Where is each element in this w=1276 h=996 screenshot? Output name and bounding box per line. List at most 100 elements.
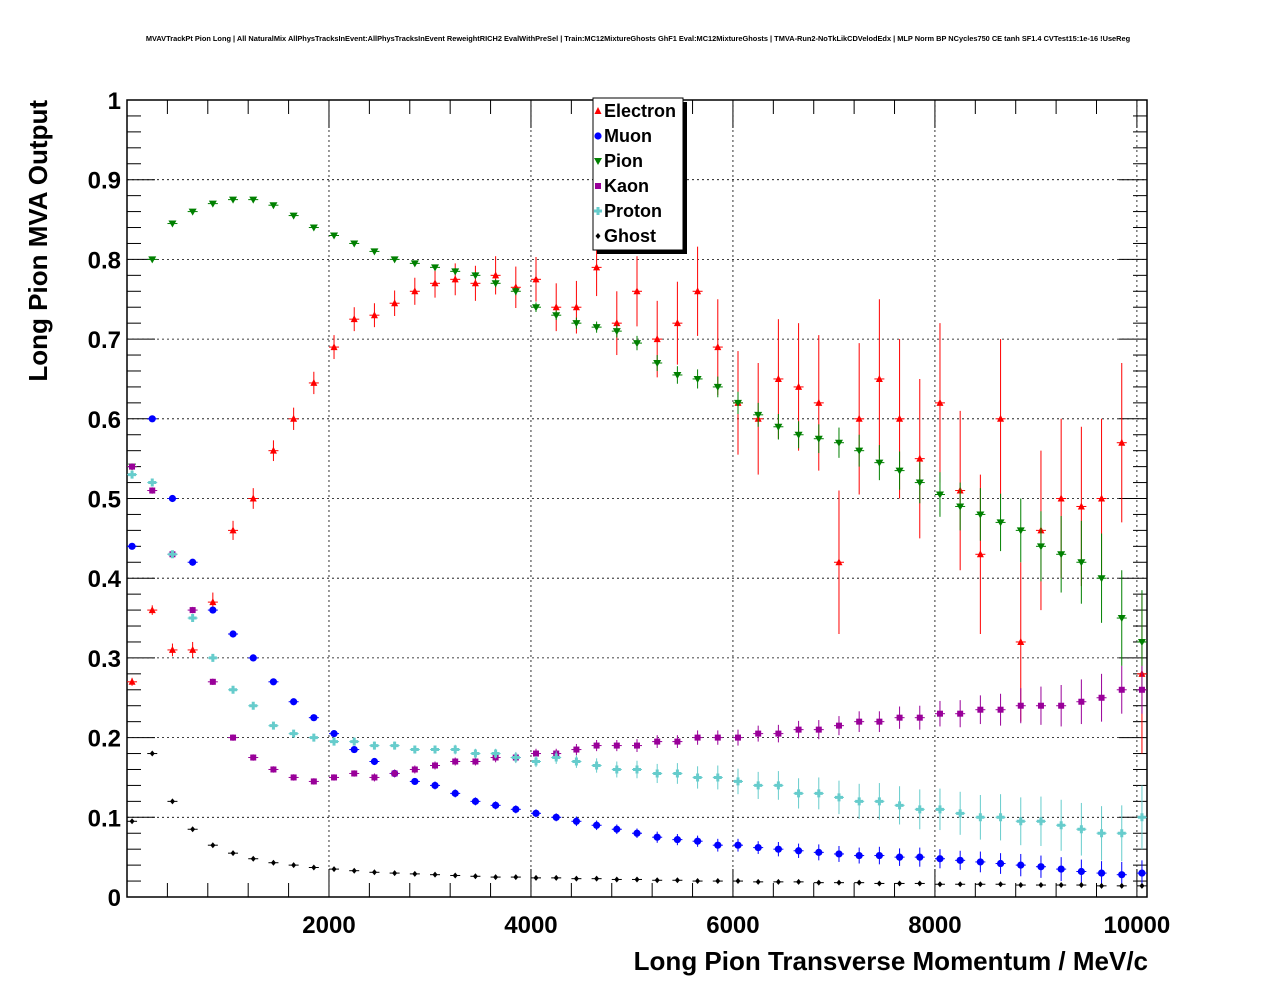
data-point [451,789,459,797]
data-point [1099,882,1105,889]
data-point [390,256,399,264]
data-point [1037,863,1045,871]
data-point [573,746,580,753]
data-point [249,494,257,502]
legend-marker-pion [594,158,602,165]
x-tick-label: 10000 [1104,912,1171,939]
legend-label-kaon: Kaon [604,176,649,196]
data-point [654,877,660,884]
data-point [937,881,943,888]
data-point [593,263,601,271]
data-point [856,718,863,725]
data-point [834,439,843,447]
data-point [633,829,641,837]
data-point [350,240,359,248]
data-point [935,805,944,814]
x-tick-label: 2000 [302,912,355,939]
data-point [856,879,862,886]
data-point [855,797,864,806]
data-point [189,645,197,653]
data-point [694,287,702,295]
data-point [270,859,276,866]
data-point [230,850,236,857]
data-point [168,494,177,503]
data-point [129,818,135,825]
data-point [714,734,721,741]
data-point [997,706,1004,713]
data-point [270,766,277,773]
series-ghost [127,750,1147,889]
data-point [532,809,540,817]
data-point [269,202,278,210]
legend-label-muon: Muon [604,126,652,146]
data-point [796,878,802,885]
data-point [229,196,238,204]
data-point [309,224,318,232]
y-tick-label: 0.9 [88,168,121,195]
data-point [915,479,924,487]
data-point [269,446,277,454]
data-point [653,360,662,368]
y-axis-title: Long Pion MVA Output [23,100,53,382]
data-point [855,447,864,455]
data-point [491,749,500,758]
data-point [511,288,520,296]
data-point [1137,813,1146,822]
data-point [754,411,763,419]
data-point [1077,502,1085,510]
legend-label-proton: Proton [604,201,662,221]
data-point [733,777,742,786]
data-point [532,757,541,766]
data-point [552,753,561,762]
data-point [471,797,480,805]
data-point [836,879,842,886]
data-point [208,653,217,662]
data-point [755,878,761,885]
data-point [411,287,419,295]
data-point [370,757,379,766]
data-point [795,726,802,733]
data-point [613,742,620,749]
data-point [1097,829,1106,838]
data-point [432,871,438,878]
data-point [714,841,722,849]
data-point [936,398,944,406]
data-point [552,813,560,821]
legend-box [592,97,684,251]
data-point [592,761,601,770]
y-tick-label: 0.7 [88,327,121,354]
data-point [794,847,803,855]
data-point [1016,817,1025,826]
data-point [695,878,701,885]
data-point [614,876,620,883]
data-point [1117,615,1126,623]
data-point [916,853,924,861]
data-point [411,777,419,786]
data-point [1078,698,1085,705]
data-point [815,726,822,733]
data-point [290,414,298,422]
data-point [1058,882,1064,889]
data-point [148,478,157,487]
data-point [230,734,237,741]
data-point [775,730,782,737]
data-point [412,870,418,877]
data-point [188,614,197,623]
data-point [572,757,581,766]
data-point [734,734,741,741]
data-point [169,798,175,805]
data-point [311,864,317,871]
data-point [291,862,297,869]
data-point [875,374,883,382]
data-point [129,463,136,470]
data-point [1057,865,1065,873]
legend-label-electron: Electron [604,101,676,121]
data-point [350,737,359,746]
data-point [876,880,882,887]
data-point [693,375,702,383]
data-point [208,200,217,208]
data-point [1139,882,1145,889]
data-point [1036,543,1045,551]
data-series [127,196,1147,889]
data-point [289,729,298,738]
